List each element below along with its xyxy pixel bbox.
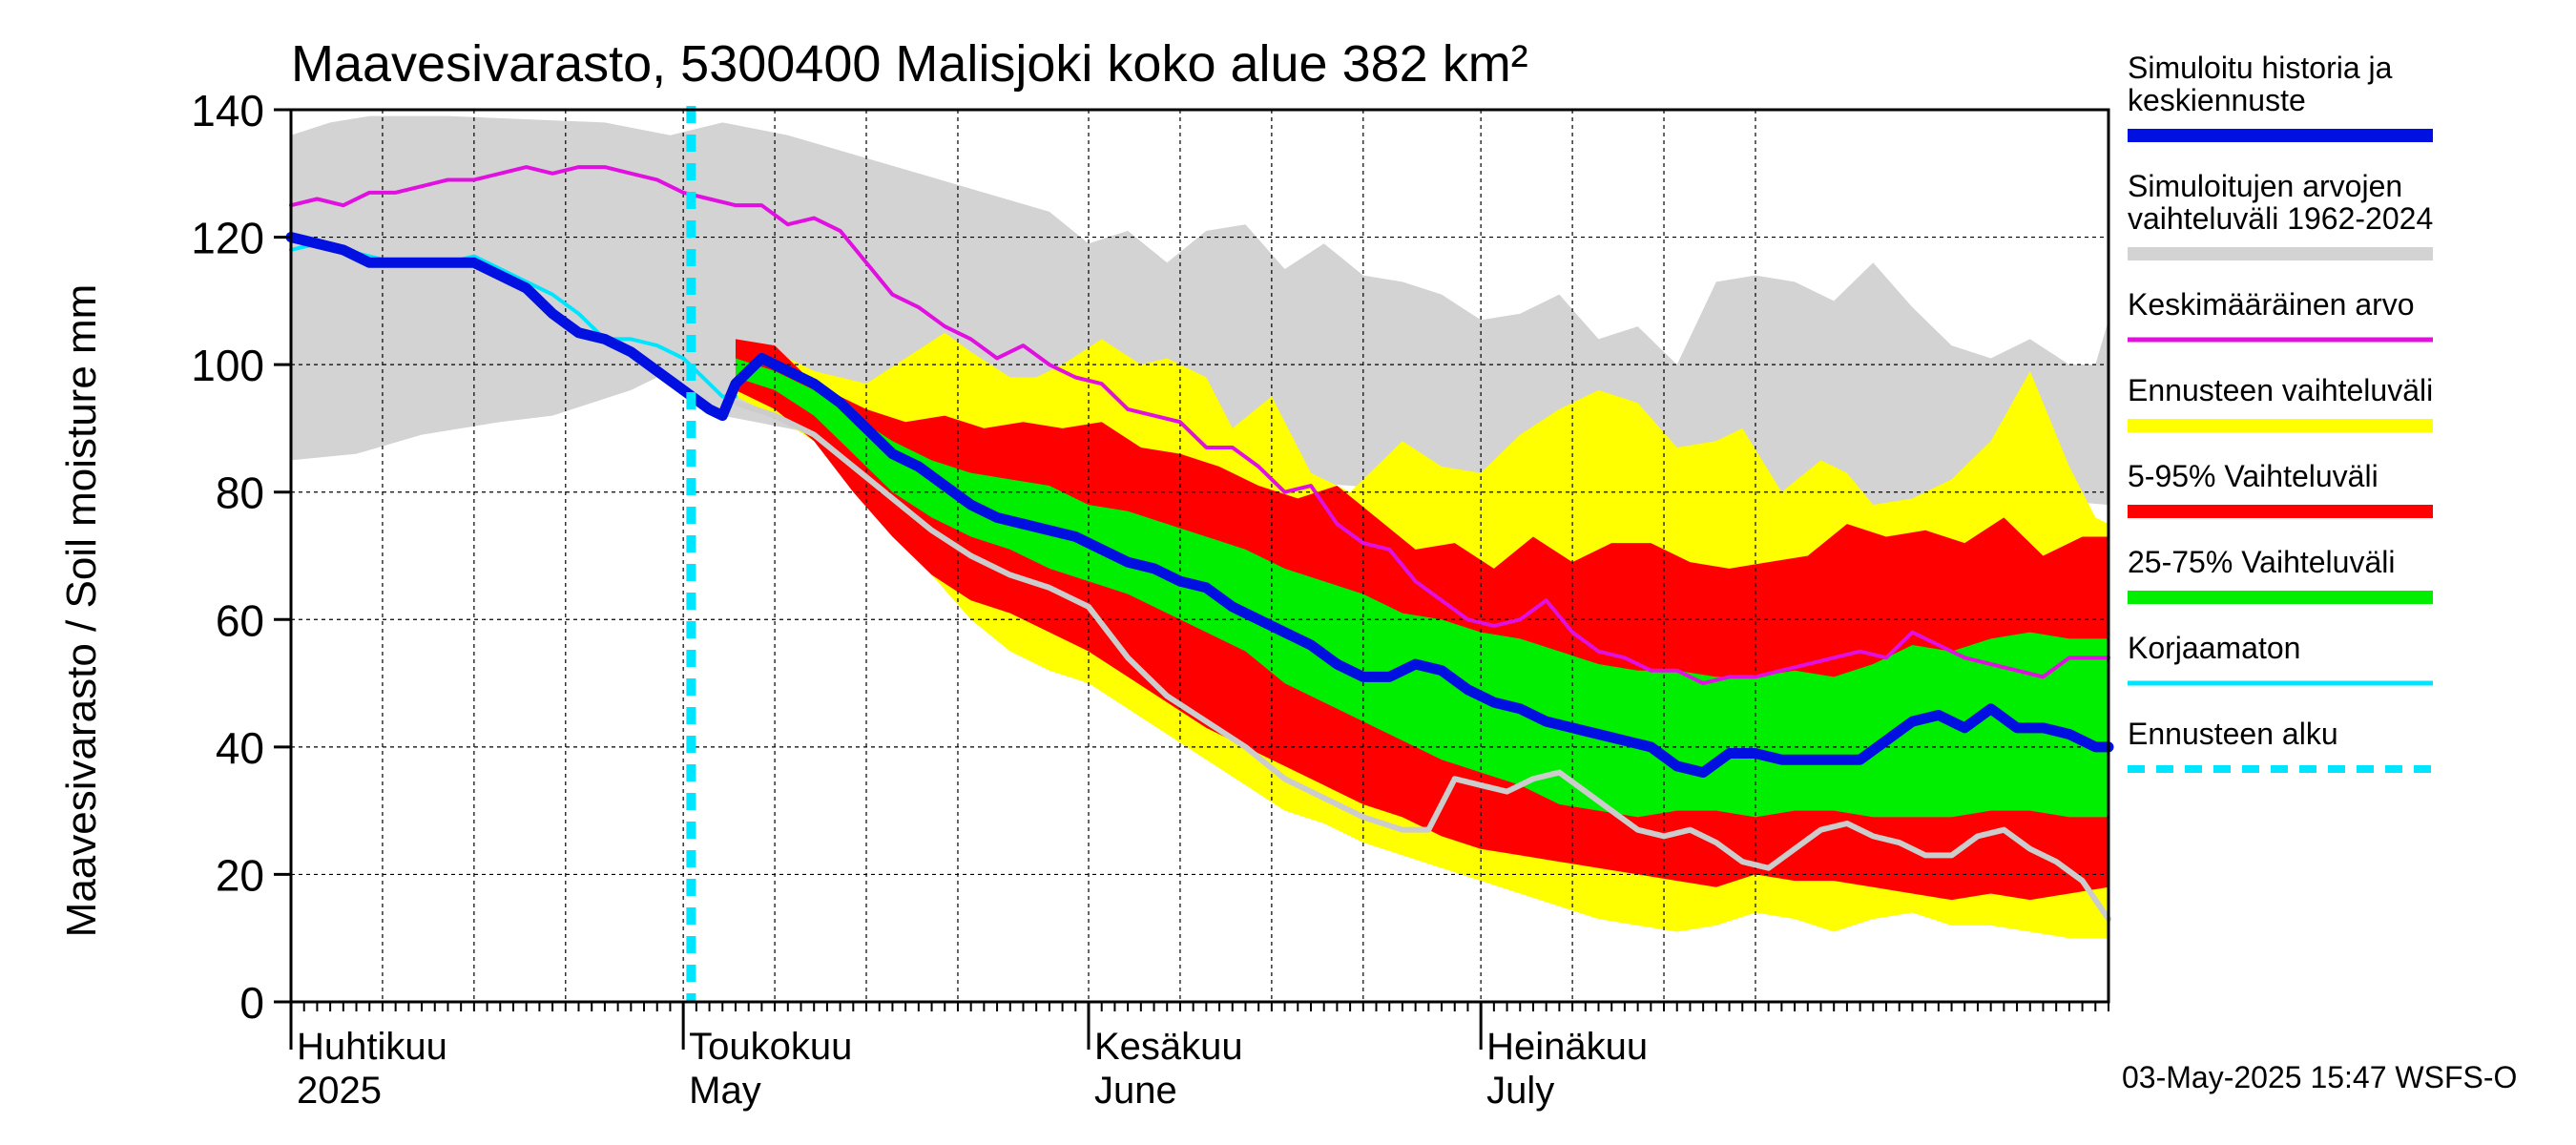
y-tick-label: 100 — [191, 341, 264, 390]
plot-area — [285, 106, 2114, 1002]
legend-label-simuloitujen-arvojen-vaihteluv-li-1962-2024: Simuloitujen arvojen — [2128, 169, 2402, 203]
y-tick-label: 140 — [191, 86, 264, 135]
x-month-label-fi: Kesäkuu — [1094, 1026, 1243, 1068]
footer-timestamp: 03-May-2025 15:47 WSFS-O — [2122, 1060, 2517, 1094]
band-25-75-vaihteluv-li — [735, 358, 2109, 818]
y-tick-label: 60 — [216, 595, 264, 645]
chart-title: Maavesivarasto, 5300400 Malisjoki koko a… — [291, 35, 1528, 93]
x-month-label-fi: Huhtikuu — [297, 1026, 447, 1068]
x-month-label-en: 2025 — [297, 1070, 382, 1112]
x-month-label-en: July — [1486, 1070, 1554, 1112]
x-month-label-fi: Heinäkuu — [1486, 1026, 1648, 1068]
plot-frame — [289, 108, 2110, 1004]
legend-label-simuloitu-historia-ja-keskiennuste: keskiennuste — [2128, 83, 2306, 117]
legend-label-simuloitujen-arvojen-vaihteluv-li-1962-2024: vaihteluväli 1962-2024 — [2128, 201, 2433, 236]
y-tick-label: 120 — [191, 214, 264, 263]
series-line-simuloitu-historia-ja-keskiennuste — [285, 232, 2114, 779]
legend-label-25-75-vaihteluv-li: 25-75% Vaihteluväli — [2128, 545, 2395, 579]
legend-label-ennusteen-alku: Ennusteen alku — [2128, 717, 2338, 751]
x-month-label-en: June — [1094, 1070, 1177, 1112]
chart-lines — [285, 106, 2114, 1002]
band-simuloitujen-arvojen-vaihteluv-li-1962-2024 — [291, 115, 2109, 511]
y-tick-label: 40 — [216, 723, 264, 773]
legend-label-korjaamaton: Korjaamaton — [2128, 631, 2300, 665]
y-tick-label: 80 — [216, 468, 264, 518]
legend-label-ennusteen-vaihteluv-li: Ennusteen vaihteluväli — [2128, 373, 2433, 407]
legend-label-5-95-vaihteluv-li: 5-95% Vaihteluväli — [2128, 459, 2379, 493]
y-axis-label: Maavesivarasto / Soil moisture mm — [58, 284, 105, 938]
legend-label-simuloitu-historia-ja-keskiennuste: Simuloitu historia ja — [2128, 51, 2393, 85]
series-line-keskim-r-inen-arvo — [289, 165, 2110, 686]
x-month-label-en: May — [689, 1070, 761, 1112]
chart-axes — [274, 108, 2110, 1050]
x-month-label-fi: Toukokuu — [689, 1026, 852, 1068]
legend-label-keskim-r-inen-arvo: Keskimääräinen arvo — [2128, 287, 2415, 322]
chart-bands — [291, 115, 2109, 939]
y-tick-label: 20 — [216, 850, 264, 900]
y-tick-label: 0 — [239, 978, 264, 1028]
series-line-korjaamaton — [289, 241, 737, 399]
series-line-forecast-reference-grey — [732, 400, 2111, 923]
